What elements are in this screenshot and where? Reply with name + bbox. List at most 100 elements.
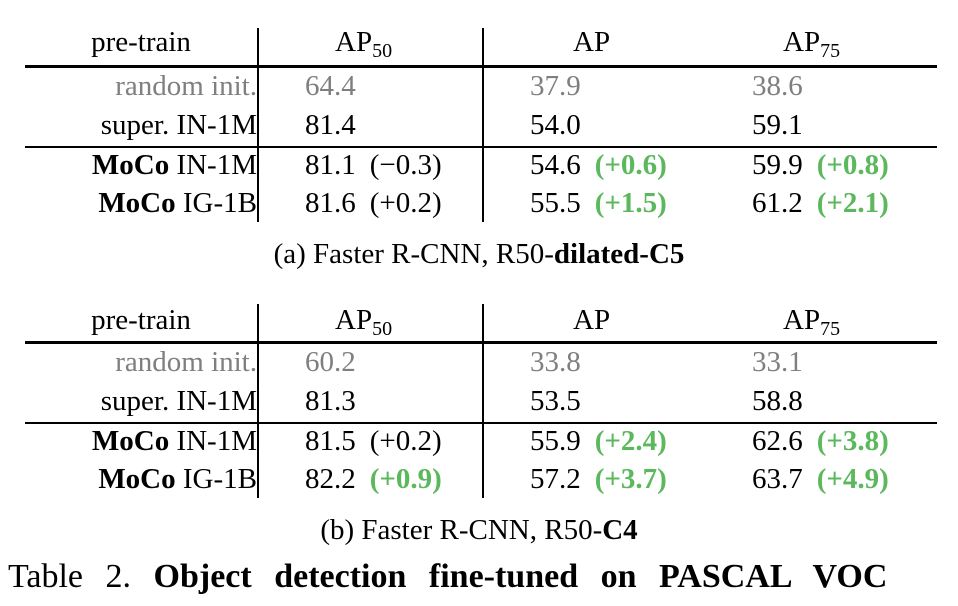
header-row: pre-train AP50 AP AP75 bbox=[25, 300, 937, 340]
metric-value: 60.2 bbox=[305, 346, 356, 378]
cell-pretrain: MoCo IN-1M bbox=[25, 145, 257, 185]
delta-value: (+0.2) bbox=[369, 425, 442, 457]
metric-value: 64.4 bbox=[305, 70, 356, 102]
table-row: random init. 64.4 37.9 38.6 bbox=[25, 66, 937, 106]
metric-value: 54.0 bbox=[530, 109, 581, 141]
metric-value: 81.1 bbox=[305, 149, 356, 181]
cell-ap75: 33.1 bbox=[752, 342, 803, 382]
cell-ap: 57.2 (+3.7) bbox=[530, 459, 667, 499]
cell-ap50: 81.3 bbox=[305, 381, 356, 421]
metric-value: 38.6 bbox=[752, 70, 803, 102]
cell-ap: 54.0 bbox=[530, 105, 581, 145]
table-row: super. IN-1M 81.4 54.0 59.1 bbox=[25, 105, 937, 145]
delta-value: (+2.4) bbox=[594, 425, 667, 457]
metric-value: 81.4 bbox=[305, 109, 356, 141]
pretrain-data: IN-1M bbox=[176, 425, 257, 457]
metric-value: 55.9 bbox=[530, 425, 581, 457]
table-caption-label: Table 2. bbox=[8, 558, 132, 595]
subcaption-b: (b) Faster R-CNN, R50-C4 bbox=[320, 514, 638, 546]
cell-pretrain: MoCo IN-1M bbox=[25, 421, 257, 461]
metric-value: 63.7 bbox=[752, 463, 803, 495]
metric-value: 55.5 bbox=[530, 187, 581, 219]
metric-value: 59.9 bbox=[752, 149, 803, 181]
cell-ap: 33.8 bbox=[530, 342, 581, 382]
pretrain-data: IG-1B bbox=[182, 187, 257, 219]
metric-value: 57.2 bbox=[530, 463, 581, 495]
method-name: MoCo bbox=[98, 187, 176, 219]
cell-ap75: 59.9 (+0.8) bbox=[752, 145, 889, 185]
pretrain-data: IG-1B bbox=[182, 463, 257, 495]
column-divider bbox=[482, 304, 484, 498]
delta-value: (+3.7) bbox=[594, 463, 667, 495]
header-rule bbox=[25, 341, 937, 344]
header-ap75: AP75 bbox=[783, 304, 841, 340]
cell-ap50: 81.6 (+0.2) bbox=[305, 183, 442, 223]
group-rule bbox=[25, 422, 937, 424]
delta-value: (+0.6) bbox=[594, 149, 667, 181]
cell-ap50: 81.4 bbox=[305, 105, 356, 145]
cell-ap50: 81.5 (+0.2) bbox=[305, 421, 442, 461]
cell-ap: 53.5 bbox=[530, 381, 581, 421]
cell-ap: 37.9 bbox=[530, 66, 581, 106]
method-name: MoCo bbox=[98, 463, 176, 495]
metric-value: 82.2 bbox=[305, 463, 356, 495]
cell-pretrain: random init. bbox=[25, 342, 257, 382]
metric-value: 33.1 bbox=[752, 346, 803, 378]
header-pretrain: pre-train bbox=[91, 304, 191, 336]
cell-ap50: 60.2 bbox=[305, 342, 356, 382]
group-rule bbox=[25, 146, 937, 148]
header-ap: AP bbox=[573, 304, 611, 336]
metric-value: 33.8 bbox=[530, 346, 581, 378]
table-row: MoCo IN-1M 81.1 (−0.3) 54.6 (+0.6) 59.9 (+0.8) bbox=[25, 145, 937, 185]
metric-value: 61.2 bbox=[752, 187, 803, 219]
delta-value: (+0.8) bbox=[816, 149, 889, 181]
method-name: MoCo bbox=[91, 149, 170, 181]
metric-value: 53.5 bbox=[530, 385, 581, 417]
table-row: super. IN-1M 81.3 53.5 58.8 bbox=[25, 381, 937, 421]
metric-value: 37.9 bbox=[530, 70, 581, 102]
table-row: MoCo IG-1B 81.6 (+0.2) 55.5 (+1.5) 61.2 (+2.1) bbox=[25, 183, 937, 223]
header-ap50: AP50 bbox=[335, 26, 393, 62]
cell-pretrain: random init. bbox=[25, 66, 257, 106]
delta-value: (+3.8) bbox=[816, 425, 889, 457]
delta-value: (+0.9) bbox=[369, 463, 442, 495]
header-ap: AP bbox=[573, 26, 611, 58]
cell-pretrain: MoCo IG-1B bbox=[25, 459, 257, 499]
metric-value: 59.1 bbox=[752, 109, 803, 141]
table-row: random init. 60.2 33.8 33.1 bbox=[25, 342, 937, 382]
table-row: MoCo IN-1M 81.5 (+0.2) 55.9 (+2.4) 62.6 (+3.8) bbox=[25, 421, 937, 461]
header-ap75: AP75 bbox=[783, 26, 841, 62]
cell-ap75: 38.6 bbox=[752, 66, 803, 106]
pretrain-data: super. IN-1M bbox=[100, 385, 257, 417]
cell-pretrain: MoCo IG-1B bbox=[25, 183, 257, 223]
metric-value: 62.6 bbox=[752, 425, 803, 457]
delta-value: (+4.9) bbox=[816, 463, 889, 495]
cell-pretrain: super. IN-1M bbox=[25, 105, 257, 145]
cell-ap75: 63.7 (+4.9) bbox=[752, 459, 889, 499]
method-name: MoCo bbox=[91, 425, 170, 457]
cell-ap75: 61.2 (+2.1) bbox=[752, 183, 889, 223]
metric-value: 81.5 bbox=[305, 425, 356, 457]
table-caption: Table 2. Object detection fine-tuned on … bbox=[8, 558, 887, 596]
cell-ap: 55.9 (+2.4) bbox=[530, 421, 667, 461]
table-row: MoCo IG-1B 82.2 (+0.9) 57.2 (+3.7) 63.7 (+4.9) bbox=[25, 459, 937, 499]
header-pretrain: pre-train bbox=[91, 26, 191, 58]
header-row: pre-train AP50 AP AP75 bbox=[25, 22, 937, 62]
metric-value: 81.6 bbox=[305, 187, 356, 219]
metric-value: 81.3 bbox=[305, 385, 356, 417]
cell-ap75: 58.8 bbox=[752, 381, 803, 421]
column-divider bbox=[257, 28, 259, 222]
subcaption-a: (a) Faster R-CNN, R50-dilated-C5 bbox=[273, 238, 685, 270]
delta-value: (−0.3) bbox=[369, 149, 442, 181]
cell-ap: 54.6 (+0.6) bbox=[530, 145, 667, 185]
delta-value: (+0.2) bbox=[369, 187, 442, 219]
metric-value: 54.6 bbox=[530, 149, 581, 181]
cell-ap: 55.5 (+1.5) bbox=[530, 183, 667, 223]
cell-ap50: 81.1 (−0.3) bbox=[305, 145, 442, 185]
header-ap50: AP50 bbox=[335, 304, 393, 340]
pretrain-data: random init. bbox=[115, 346, 257, 378]
cell-ap75: 59.1 bbox=[752, 105, 803, 145]
cell-ap50: 64.4 bbox=[305, 66, 356, 106]
cell-ap50: 82.2 (+0.9) bbox=[305, 459, 442, 499]
metric-value: 58.8 bbox=[752, 385, 803, 417]
